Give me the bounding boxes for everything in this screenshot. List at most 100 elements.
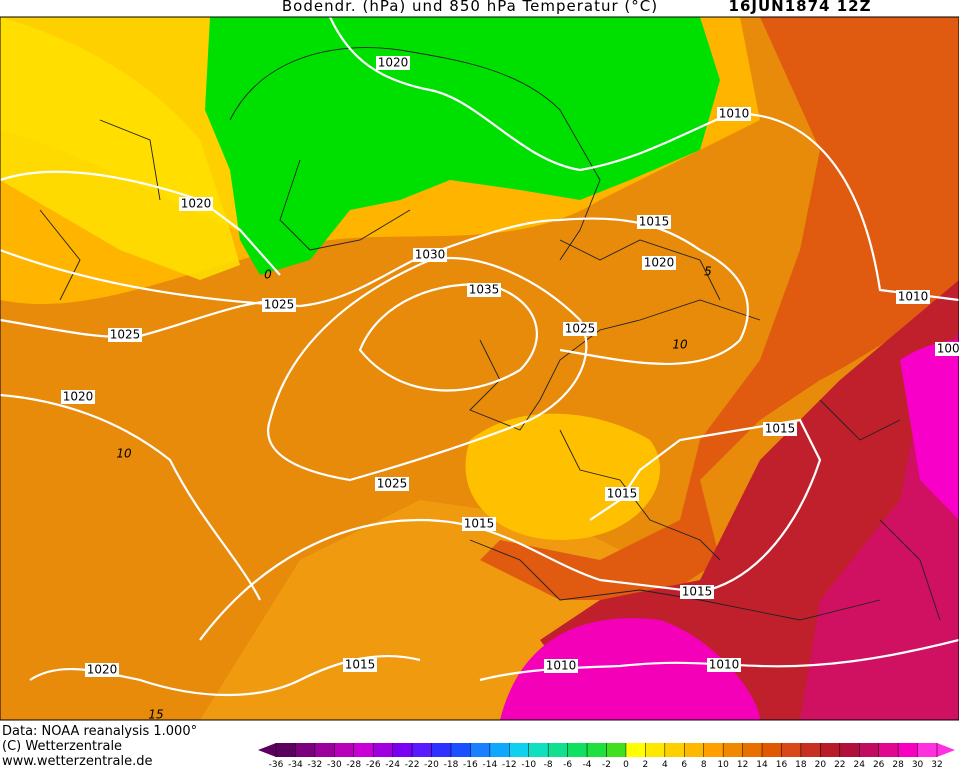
colorbar-bin bbox=[412, 743, 433, 757]
colorbar-bin bbox=[606, 743, 627, 757]
isobar-label-bg bbox=[462, 517, 496, 531]
colorbar-tick-label: -18 bbox=[444, 760, 459, 770]
colorbar-bin bbox=[509, 743, 530, 757]
colorbar-tick-label: 12 bbox=[737, 760, 748, 770]
map-field bbox=[0, 17, 959, 720]
isobar-label: 1020 bbox=[378, 56, 409, 70]
colorbar-bin bbox=[314, 743, 335, 757]
isobar-label: 1015 bbox=[607, 487, 638, 501]
colorbar-tick-label: -6 bbox=[563, 760, 572, 770]
colorbar-bin bbox=[353, 743, 374, 757]
isobar-label-bg bbox=[605, 487, 639, 501]
isobar-label-bg bbox=[717, 107, 751, 121]
colorbar: -36 -34 -32 -30 -28 -26 -24 -22 -20 -18 -16 -14 -12-… bbox=[258, 743, 955, 770]
isobar-label: 1015 bbox=[682, 585, 713, 599]
isobar-label-bg bbox=[262, 298, 296, 312]
colorbar-bin bbox=[800, 743, 821, 757]
isobar-label-bg bbox=[642, 256, 676, 270]
colorbar-bin bbox=[587, 743, 607, 757]
isobar-label: 1015 bbox=[639, 215, 670, 229]
colorbar-tick-label: 26 bbox=[873, 760, 885, 770]
colorbar-tick-label: 24 bbox=[854, 760, 866, 770]
isobar-label: 1005 bbox=[937, 342, 959, 356]
isobar-label-bg bbox=[467, 283, 501, 297]
colorbar-high-end bbox=[937, 743, 955, 757]
temperature-label: 0 bbox=[264, 268, 272, 282]
colorbar-tick-label: -16 bbox=[463, 760, 478, 770]
colorbar-tick-label: 6 bbox=[681, 760, 687, 770]
colorbar-tick-label: -26 bbox=[366, 760, 381, 770]
isobar-label-bg bbox=[413, 248, 447, 262]
footer-line: www.wetterzentrale.de bbox=[2, 754, 152, 769]
footer: Data: NOAA reanalysis 1.000°(C) Wetterze… bbox=[2, 724, 197, 769]
colorbar-tick-label: 32 bbox=[931, 760, 942, 770]
colorbar-bin bbox=[334, 743, 355, 757]
isobar-label-bg bbox=[763, 422, 797, 436]
isobar-label: 1015 bbox=[345, 658, 376, 672]
colorbar-tick-label: -12 bbox=[502, 760, 517, 770]
colorbar-bin bbox=[276, 743, 296, 757]
colorbar-bin bbox=[742, 743, 763, 757]
colorbar-tick-label: 0 bbox=[623, 760, 629, 770]
colorbar-tick-label: -36 bbox=[269, 760, 284, 770]
colorbar-tick-label: -34 bbox=[288, 760, 303, 770]
colorbar-bin bbox=[528, 743, 549, 757]
isobar-label: 1035 bbox=[469, 283, 500, 297]
footer-line: (C) Wetterzentrale bbox=[2, 739, 122, 754]
colorbar-tick-label: 18 bbox=[795, 760, 807, 770]
isobar-label-bg bbox=[375, 477, 409, 491]
map-frame bbox=[0, 16, 959, 721]
colorbar-bin bbox=[839, 743, 860, 757]
colorbar-tick-label: 22 bbox=[834, 760, 845, 770]
colorbar-tick-label: -28 bbox=[346, 760, 361, 770]
colorbar-tick-label: 8 bbox=[701, 760, 707, 770]
colorbar-tick-label: 20 bbox=[815, 760, 827, 770]
isobar-label: 1010 bbox=[898, 290, 929, 304]
colorbar-bin bbox=[664, 743, 685, 757]
colorbar-bin bbox=[820, 743, 841, 757]
colorbar-tick-label: -2 bbox=[602, 760, 611, 770]
map-date: 16JUN1874 12Z bbox=[729, 0, 872, 15]
colorbar-tick-label: -8 bbox=[544, 760, 553, 770]
isobar-label: 1010 bbox=[709, 658, 740, 672]
temperature-label: 5 bbox=[704, 265, 712, 279]
colorbar-bin bbox=[723, 743, 744, 757]
colorbar-bin bbox=[762, 743, 782, 757]
colorbar-tick-label: -24 bbox=[385, 760, 400, 770]
isobar-label-bg bbox=[896, 290, 930, 304]
isobar-label: 1010 bbox=[546, 659, 577, 673]
isobar-label: 1015 bbox=[464, 517, 495, 531]
colorbar-bin bbox=[684, 743, 705, 757]
temperature-label: 10 bbox=[116, 447, 132, 461]
colorbar-bin bbox=[859, 743, 880, 757]
isobar-label: 1030 bbox=[415, 248, 446, 262]
colorbar-tick-label: 30 bbox=[912, 760, 924, 770]
colorbar-tick-label: 2 bbox=[643, 760, 649, 770]
colorbar-low-end bbox=[258, 743, 276, 757]
colorbar-bin bbox=[450, 743, 471, 757]
colorbar-tick-label: -22 bbox=[405, 760, 420, 770]
isobar-label: 1025 bbox=[377, 477, 408, 491]
colorbar-bin bbox=[567, 743, 588, 757]
isobar-label-bg bbox=[108, 328, 142, 342]
colorbar-bin bbox=[878, 743, 899, 757]
colorbar-bin bbox=[489, 743, 510, 757]
isobar-label: 1025 bbox=[264, 298, 295, 312]
isobar-label: 1015 bbox=[765, 422, 796, 436]
isobar-label-bg bbox=[563, 322, 597, 336]
colorbar-bin bbox=[548, 743, 569, 757]
isobar-label-bg bbox=[544, 659, 578, 673]
colorbar-tick-label: -14 bbox=[483, 760, 498, 770]
isobar-label-bg bbox=[935, 342, 959, 356]
isobar-label-bg bbox=[85, 663, 119, 677]
isobar-label-bg bbox=[637, 215, 671, 229]
colorbar-tick-label: 14 bbox=[756, 760, 768, 770]
isobar-label: 1025 bbox=[110, 328, 141, 342]
colorbar-tick-label: -32 bbox=[308, 760, 323, 770]
isobar-label-bg bbox=[61, 390, 95, 404]
colorbar-bin bbox=[781, 743, 802, 757]
colorbar-tick-label: -10 bbox=[521, 760, 536, 770]
